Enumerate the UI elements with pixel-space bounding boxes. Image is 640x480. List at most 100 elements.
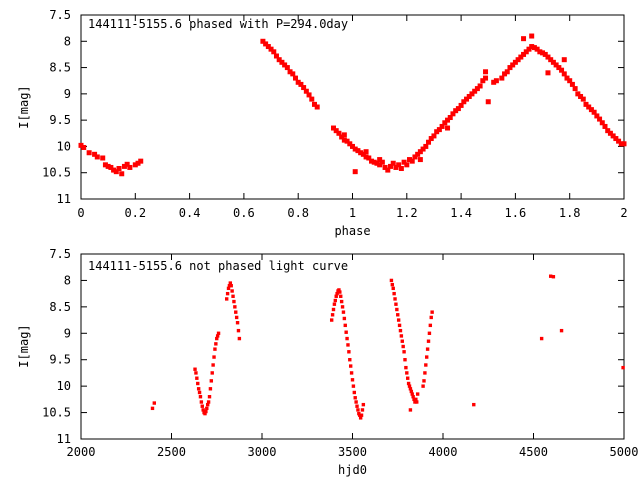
x-tick-label: 3000 (248, 445, 277, 459)
data-point (586, 104, 592, 110)
data-point (81, 144, 87, 150)
data-point (335, 291, 339, 296)
data-point (348, 358, 352, 362)
y-tick-label: 10 (57, 379, 71, 393)
data-point (339, 294, 343, 298)
data-point (196, 381, 200, 386)
data-point (407, 157, 413, 163)
data-point (225, 297, 229, 301)
data-point (447, 115, 453, 121)
data-point (556, 65, 562, 71)
x-tick-label: 5000 (610, 445, 639, 459)
data-point (382, 164, 388, 170)
data-point (417, 157, 423, 163)
data-point (199, 400, 204, 404)
data-point (588, 107, 594, 113)
data-point (406, 381, 411, 386)
data-point (480, 78, 486, 84)
data-point (421, 384, 425, 388)
data-point (214, 342, 218, 346)
data-point (234, 315, 239, 320)
data-point (385, 167, 391, 173)
data-point (232, 299, 236, 304)
data-point (358, 150, 364, 156)
data-point (526, 46, 532, 52)
data-point (338, 290, 342, 294)
data-point (358, 416, 363, 420)
data-point (352, 169, 358, 175)
data-point (507, 65, 513, 71)
x-tick-label: 1.6 (505, 206, 527, 220)
data-point (398, 328, 403, 333)
data-point (215, 336, 219, 341)
data-point (260, 38, 266, 44)
x-tick-label: 0.6 (233, 206, 255, 220)
data-point (502, 71, 508, 77)
data-point (464, 96, 470, 102)
data-point (113, 169, 119, 175)
data-point (569, 81, 575, 87)
data-point (591, 109, 597, 115)
data-point (341, 310, 346, 314)
data-point (377, 157, 383, 163)
data-point (396, 313, 400, 317)
data-point (265, 44, 271, 50)
data-point (431, 133, 437, 139)
data-point (211, 363, 215, 367)
data-point (205, 406, 209, 411)
data-point (234, 310, 238, 314)
data-point (425, 347, 430, 351)
data-point (303, 88, 309, 94)
x-axis-label: phase (334, 224, 370, 238)
data-point (594, 113, 600, 119)
data-point (393, 164, 399, 170)
data-point (334, 294, 338, 298)
data-point (390, 282, 395, 287)
data-point (428, 136, 434, 142)
data-point (135, 160, 141, 166)
data-point (360, 151, 366, 157)
data-point (216, 331, 221, 335)
data-point (410, 392, 414, 396)
data-point (292, 75, 298, 81)
data-point (341, 132, 347, 138)
data-point (426, 339, 431, 343)
data-point (499, 75, 505, 81)
data-point (472, 88, 478, 94)
data-point (339, 299, 344, 304)
data-point (203, 411, 207, 416)
data-point (455, 106, 461, 112)
data-point (559, 67, 565, 73)
data-point (351, 384, 356, 388)
y-tick-label: 10 (57, 139, 71, 153)
data-point (355, 148, 361, 154)
data-point (559, 328, 564, 333)
data-point (152, 401, 157, 405)
data-point (311, 101, 317, 107)
data-point (108, 164, 114, 170)
data-point (359, 413, 364, 417)
data-point (406, 376, 410, 380)
data-point (436, 127, 442, 133)
data-point (550, 59, 556, 65)
data-point (195, 376, 199, 380)
data-point (534, 46, 540, 52)
data-point (206, 402, 210, 407)
data-point (515, 57, 521, 63)
data-point (483, 69, 489, 75)
data-point (237, 336, 242, 341)
data-point (194, 371, 198, 375)
data-point (337, 288, 341, 292)
data-point (428, 323, 433, 328)
x-tick-label: 1.4 (450, 206, 472, 220)
data-point (102, 162, 108, 168)
data-point (610, 133, 616, 139)
data-point (348, 364, 353, 368)
data-point (105, 163, 111, 169)
data-point (284, 65, 290, 71)
data-point (561, 71, 567, 77)
data-point (575, 91, 581, 97)
data-point (355, 404, 359, 408)
data-point (415, 392, 420, 396)
data-point (344, 138, 350, 144)
